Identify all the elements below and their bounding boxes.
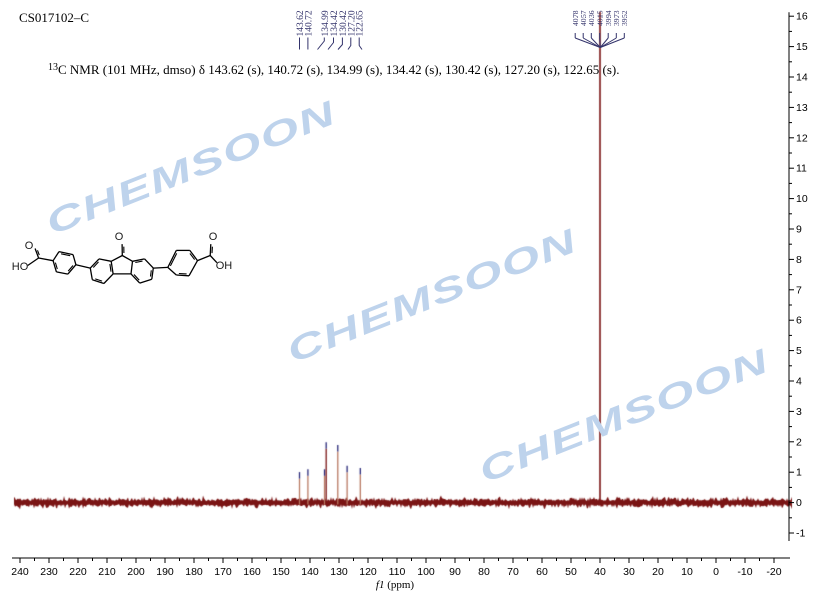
svg-text:HO: HO: [12, 261, 29, 273]
svg-text:O: O: [25, 240, 34, 252]
svg-text:OH: OH: [216, 260, 233, 272]
svg-text:O: O: [209, 231, 218, 243]
svg-text:O: O: [115, 231, 124, 243]
